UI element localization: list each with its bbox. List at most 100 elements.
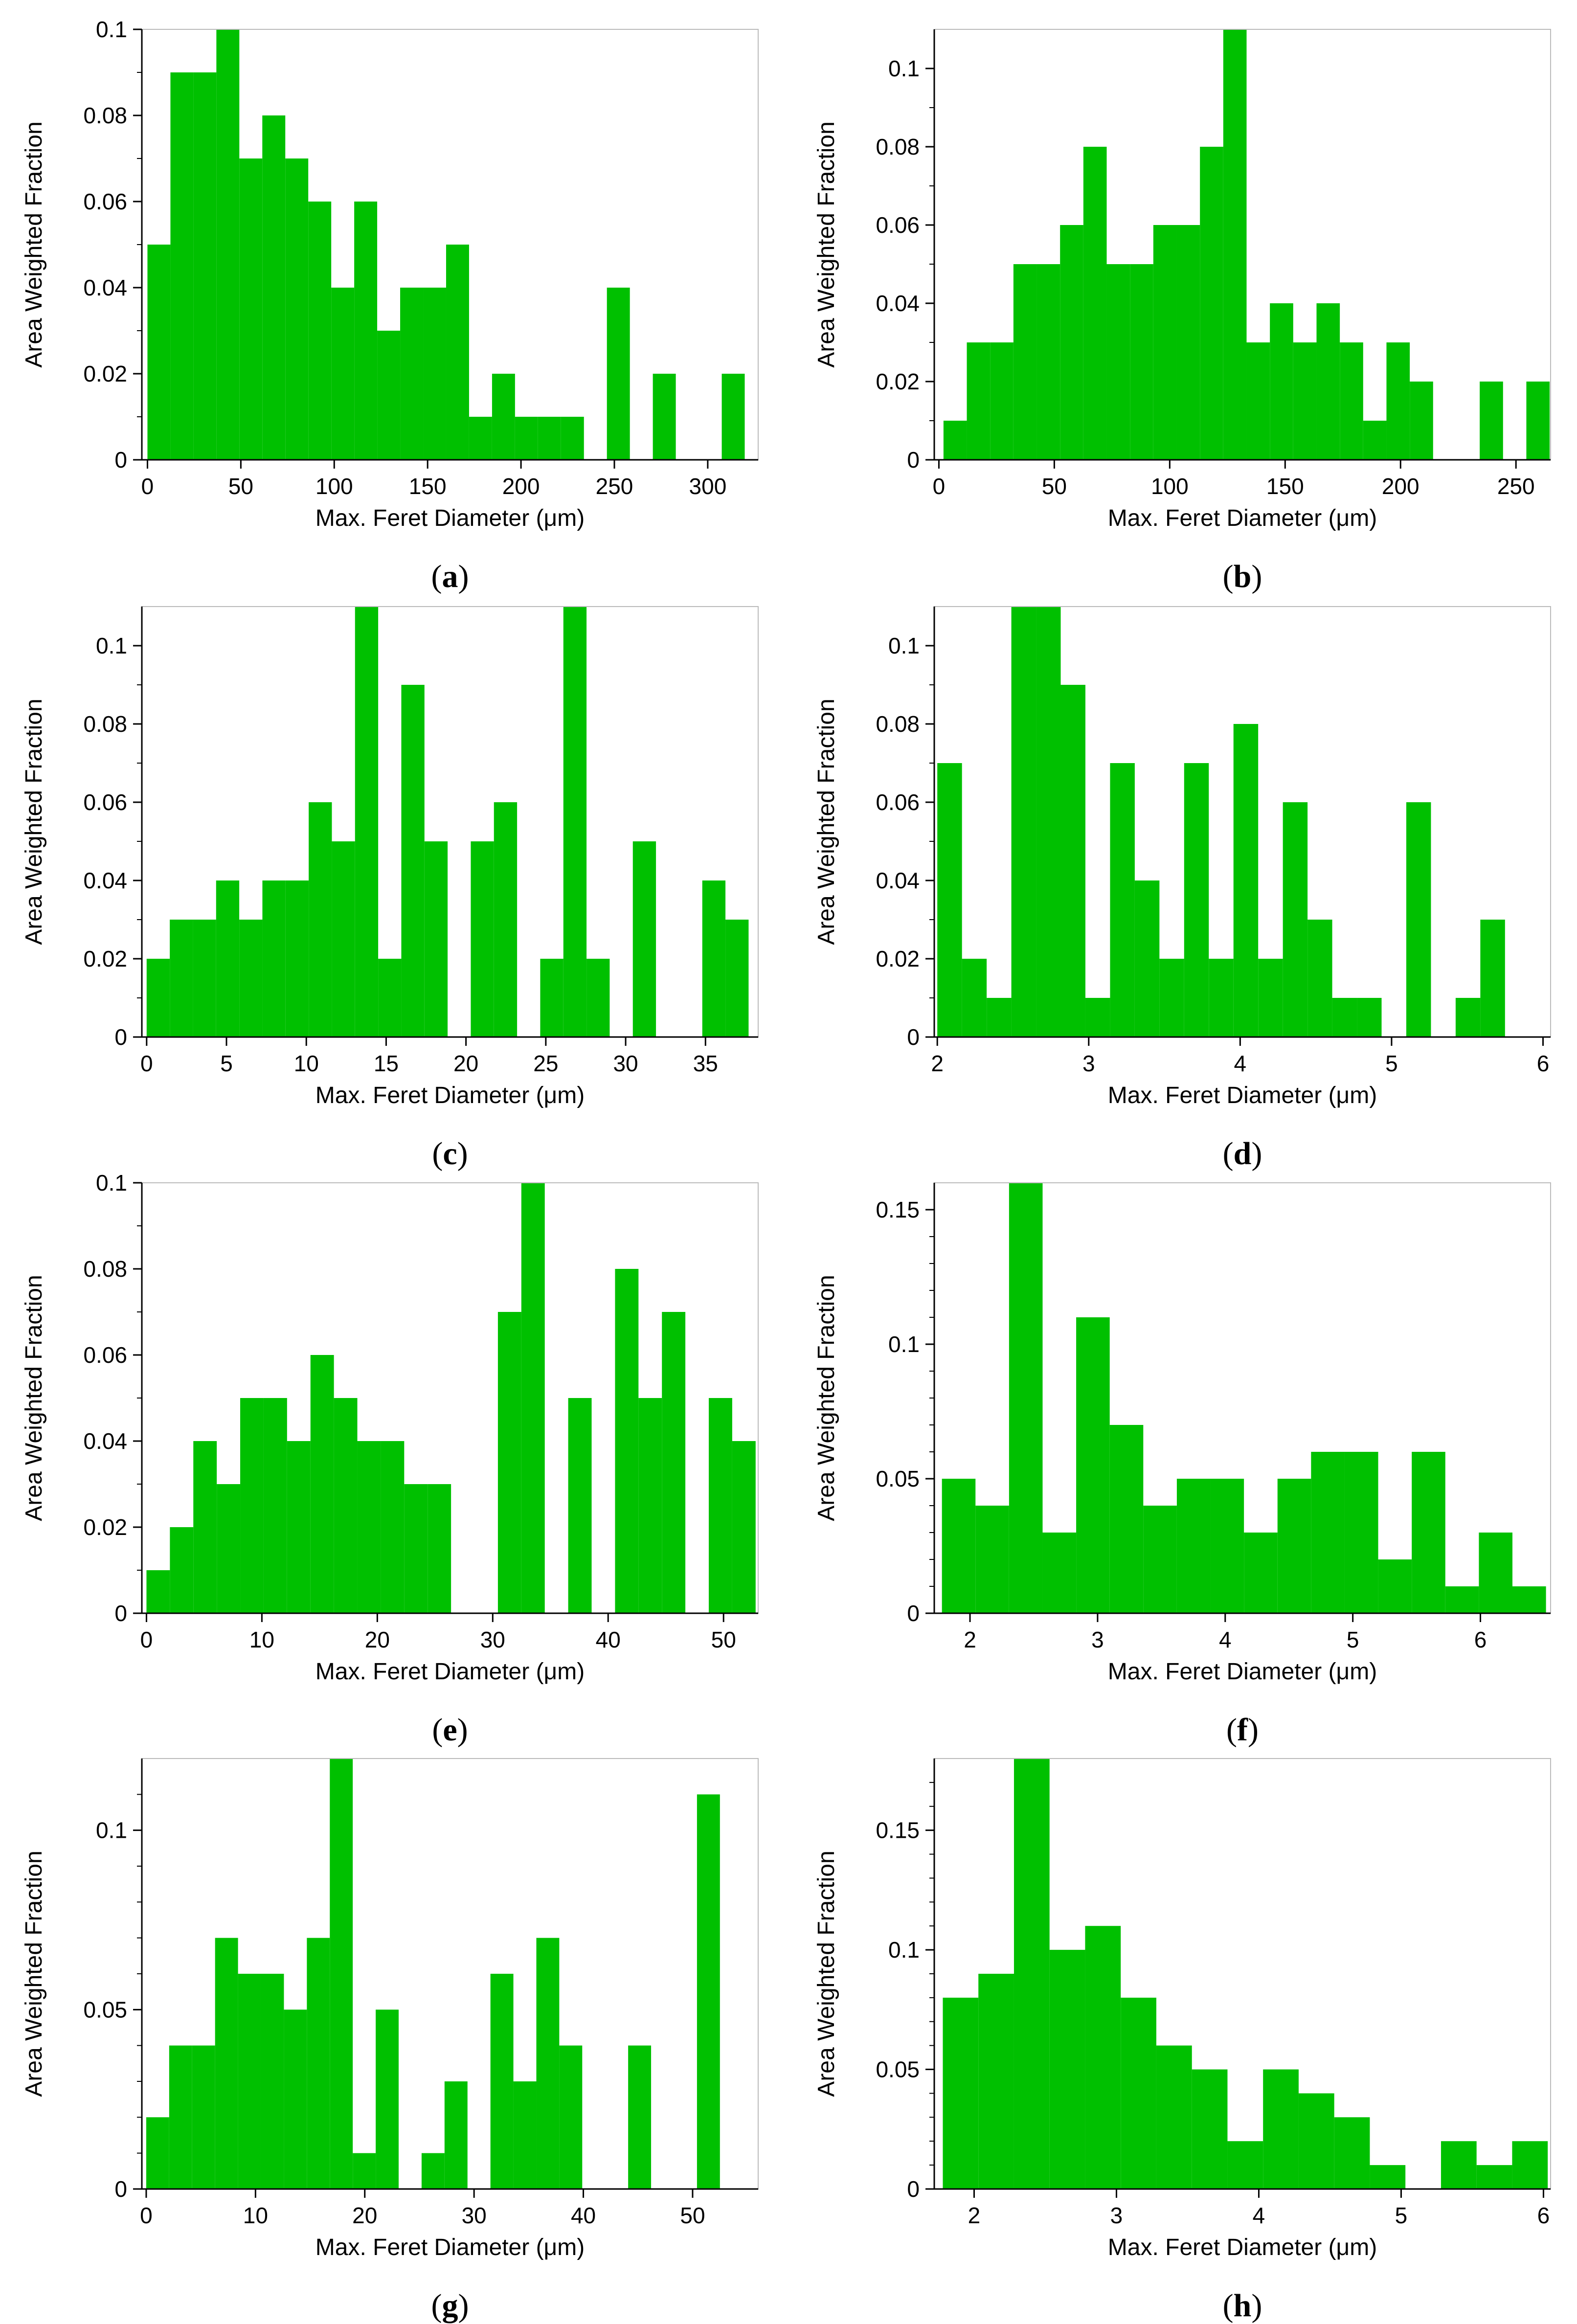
bar-c-15 xyxy=(494,802,518,1037)
bar-e-0 xyxy=(146,1570,170,1613)
x-tick-label: 20 xyxy=(453,1051,478,1076)
x-tick-label: 20 xyxy=(365,1627,390,1652)
x-tick-label: 250 xyxy=(596,474,633,499)
bar-e-12 xyxy=(428,1484,451,1613)
x-axis-label: Max. Feret Diameter (μm) xyxy=(315,1083,585,1108)
x-axis-label: Max. Feret Diameter (μm) xyxy=(1108,1083,1377,1108)
bar-b-2 xyxy=(990,342,1014,460)
bar-b-3 xyxy=(1013,264,1037,460)
y-tick-label: 0.1 xyxy=(888,1937,920,1963)
bar-f-15 xyxy=(1445,1586,1479,1613)
y-tick-label: 0.04 xyxy=(876,291,920,316)
bar-f-16 xyxy=(1479,1533,1512,1613)
bar-a-4 xyxy=(239,158,263,460)
bar-b-25 xyxy=(1526,382,1550,460)
y-tick-label: 0 xyxy=(114,1024,127,1050)
y-axis-label: Area Weighted Fraction xyxy=(21,1850,47,2097)
x-tick-label: 250 xyxy=(1497,474,1535,499)
bar-c-24 xyxy=(702,880,726,1037)
x-tick-label: 2 xyxy=(931,1051,944,1076)
x-tick-label: 50 xyxy=(1042,474,1067,499)
bar-e-4 xyxy=(240,1398,264,1613)
x-tick-label: 6 xyxy=(1474,1627,1487,1652)
x-tick-label: 0 xyxy=(140,2203,153,2228)
y-tick-label: 0.02 xyxy=(83,361,127,386)
bar-g-2 xyxy=(192,2045,215,2189)
y-tick-label: 0.02 xyxy=(83,1514,127,1540)
chart-panel-b: 0 0.02 0.04 0.06 0.08 0.1 0 50 100 150 200 250 Max. … xyxy=(813,29,1551,594)
y-tick-label: 0.08 xyxy=(83,103,127,128)
x-tick-label: 5 xyxy=(1385,1051,1398,1076)
y-tick-label: 0.05 xyxy=(876,1466,920,1491)
bar-c-17 xyxy=(540,959,563,1037)
bar-g-7 xyxy=(307,1938,330,2189)
bar-e-7 xyxy=(310,1355,334,1613)
x-axis-label: Max. Feret Diameter (μm) xyxy=(1108,2234,1377,2260)
y-tick-label: 0.1 xyxy=(96,1170,127,1196)
y-axis-label: Area Weighted Fraction xyxy=(813,699,839,945)
bar-h-3 xyxy=(1049,1950,1085,2189)
x-tick-label: 2 xyxy=(968,2203,981,2228)
x-tick-label: 100 xyxy=(1151,474,1189,499)
bar-h-12 xyxy=(1370,2165,1406,2189)
bar-b-7 xyxy=(1106,264,1130,460)
panel-caption: (e) xyxy=(432,1712,468,1748)
y-axis-label: Area Weighted Fraction xyxy=(813,1850,839,2097)
x-tick-label: 10 xyxy=(243,2203,268,2228)
bar-d-12 xyxy=(1233,724,1259,1037)
y-tick-label: 0 xyxy=(907,1601,920,1626)
bar-h-2 xyxy=(1014,1759,1050,2189)
bar-g-0 xyxy=(146,2117,169,2189)
bar-b-13 xyxy=(1246,342,1270,460)
y-axis-label: Area Weighted Fraction xyxy=(21,699,47,945)
bar-a-18 xyxy=(561,417,584,460)
x-tick-label: 15 xyxy=(374,1051,399,1076)
bar-c-6 xyxy=(285,880,309,1037)
bar-e-16 xyxy=(521,1183,545,1613)
bar-g-16 xyxy=(513,2081,537,2189)
x-tick-label: 50 xyxy=(711,1627,736,1652)
y-tick-label: 0.04 xyxy=(83,1428,127,1454)
bar-a-12 xyxy=(423,288,446,460)
bar-a-2 xyxy=(193,72,217,460)
bar-h-9 xyxy=(1263,2069,1299,2189)
y-tick-label: 0 xyxy=(114,447,127,473)
bar-a-20 xyxy=(607,288,630,460)
bar-c-9 xyxy=(355,607,379,1037)
bar-e-20 xyxy=(615,1269,639,1613)
bar-c-25 xyxy=(725,920,749,1037)
x-tick-label: 30 xyxy=(613,1051,638,1076)
bar-d-0 xyxy=(937,763,962,1037)
x-tick-label: 3 xyxy=(1082,1051,1095,1076)
y-axis-label: Area Weighted Fraction xyxy=(813,121,839,367)
panel-caption: (d) xyxy=(1223,1136,1262,1172)
bar-d-21 xyxy=(1455,998,1481,1037)
bar-f-3 xyxy=(1042,1533,1077,1613)
y-tick-label: 0.15 xyxy=(876,1818,920,1843)
y-tick-label: 0.06 xyxy=(83,1342,127,1368)
x-axis-label: Max. Feret Diameter (μm) xyxy=(315,505,585,531)
bar-a-9 xyxy=(354,202,378,460)
bar-f-6 xyxy=(1143,1506,1177,1613)
y-tick-label: 0.02 xyxy=(876,946,920,971)
bar-d-3 xyxy=(1011,607,1036,1037)
bar-a-10 xyxy=(377,331,401,460)
bar-d-13 xyxy=(1258,959,1283,1037)
bar-d-9 xyxy=(1159,959,1184,1037)
bar-c-1 xyxy=(170,920,193,1037)
bar-h-10 xyxy=(1298,2093,1334,2189)
x-tick-label: 30 xyxy=(462,2203,487,2228)
x-tick-label: 5 xyxy=(1347,1627,1359,1652)
bar-d-16 xyxy=(1332,998,1357,1037)
bar-c-10 xyxy=(378,959,402,1037)
bar-f-1 xyxy=(975,1506,1009,1613)
bar-f-13 xyxy=(1378,1559,1412,1613)
bar-c-5 xyxy=(262,880,286,1037)
x-tick-label: 2 xyxy=(964,1627,976,1652)
bar-h-7 xyxy=(1192,2069,1228,2189)
bar-a-22 xyxy=(653,374,676,460)
bar-c-8 xyxy=(332,841,355,1037)
x-tick-label: 50 xyxy=(228,474,253,499)
y-tick-label: 0.05 xyxy=(876,2057,920,2082)
bar-d-22 xyxy=(1480,920,1505,1037)
